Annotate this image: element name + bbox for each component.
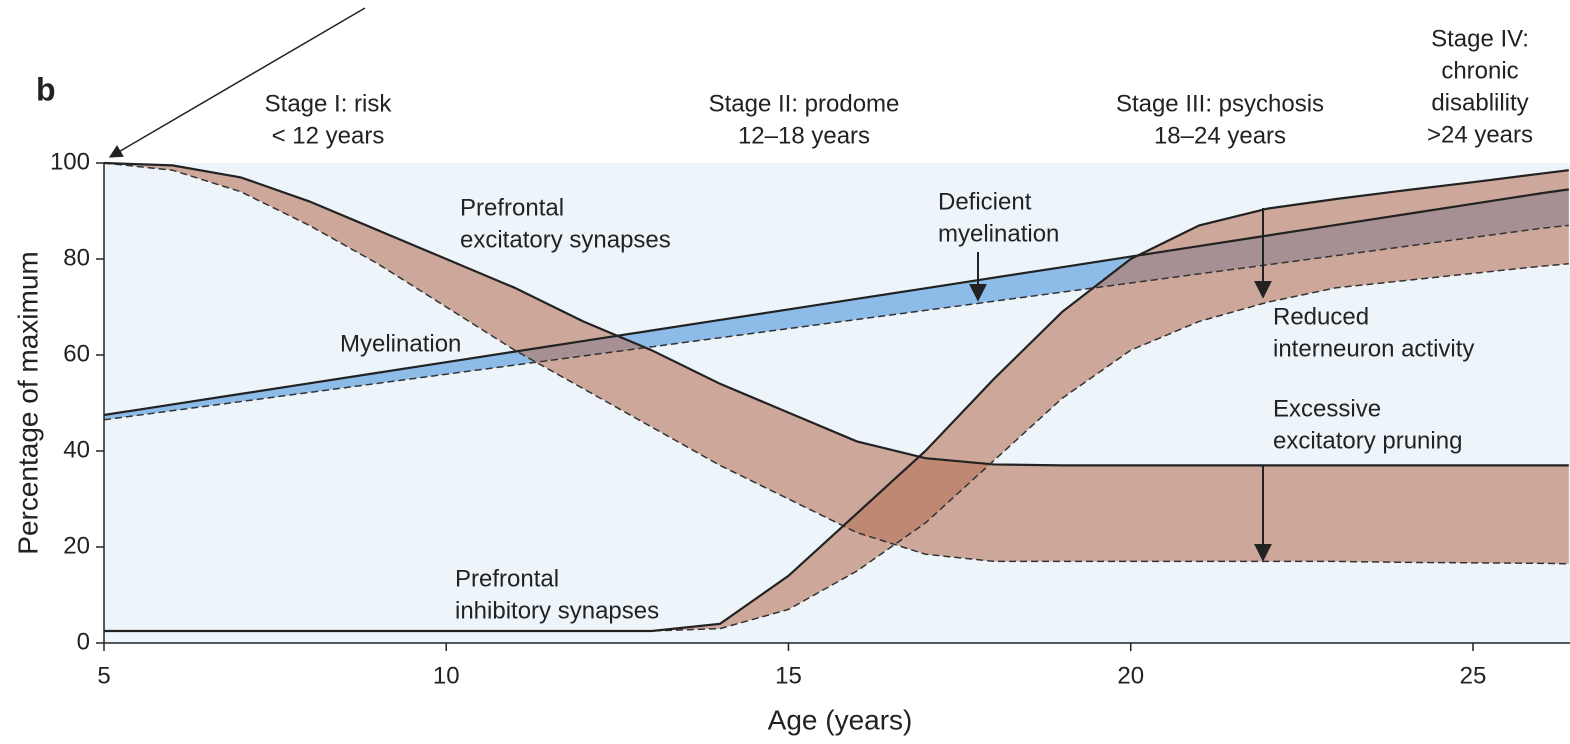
annotation: interneuron activity (1273, 335, 1474, 362)
band-label: excitatory synapses (460, 226, 671, 253)
stage-label: Stage III: psychosis (1116, 90, 1324, 117)
band-area (104, 163, 1569, 564)
x-tick-label: 15 (775, 662, 802, 689)
annotation: Excessive (1273, 395, 1381, 422)
y-tick-label: 40 (63, 436, 90, 463)
y-tick-label: 0 (77, 628, 90, 655)
band-upper-line (104, 169, 1569, 633)
y-tick-label: 60 (63, 340, 90, 367)
x-tick-label: 5 (97, 662, 110, 689)
band-lower-line (104, 263, 1569, 632)
x-axis-title: Age (years) (768, 704, 913, 735)
annotation: excitatory pruning (1273, 427, 1462, 454)
x-tick-label: 20 (1117, 662, 1144, 689)
stage-label: Stage IV: (1431, 25, 1529, 52)
band-lower-line (103, 224, 1569, 421)
stage-label: >24 years (1427, 121, 1533, 148)
stage-label: disablility (1431, 89, 1528, 116)
band-upper-line (103, 188, 1569, 417)
band-label: Prefrontal (460, 194, 564, 221)
x-tick-label: 25 (1460, 662, 1487, 689)
stage-label: Stage II: prodome (709, 90, 900, 117)
y-axis-title: Percentage of maximum (12, 251, 43, 554)
y-tick-label: 100 (50, 148, 90, 175)
stage-label: chronic (1441, 57, 1518, 84)
stage-label: Stage I: risk (265, 90, 393, 117)
pointer-arrow (108, 7, 366, 158)
panel-label: b (36, 71, 56, 107)
bands (103, 161, 1569, 633)
y-tick-label: 80 (63, 244, 90, 271)
band-upper-line (103, 161, 1569, 467)
stage-label: < 12 years (272, 122, 385, 149)
annotation: myelination (938, 220, 1059, 247)
band-area (104, 170, 1569, 631)
band-lower-line (103, 162, 1569, 565)
band-label: Prefrontal (455, 565, 559, 592)
y-tick-label: 20 (63, 532, 90, 559)
x-tick-label: 10 (433, 662, 460, 689)
annotation: Deficient (938, 188, 1032, 215)
annotation: Reduced (1273, 303, 1369, 330)
band-label: inhibitory synapses (455, 597, 659, 624)
stage-label: 18–24 years (1154, 122, 1286, 149)
stage-label: 12–18 years (738, 122, 870, 149)
band-label: Myelination (340, 330, 461, 357)
